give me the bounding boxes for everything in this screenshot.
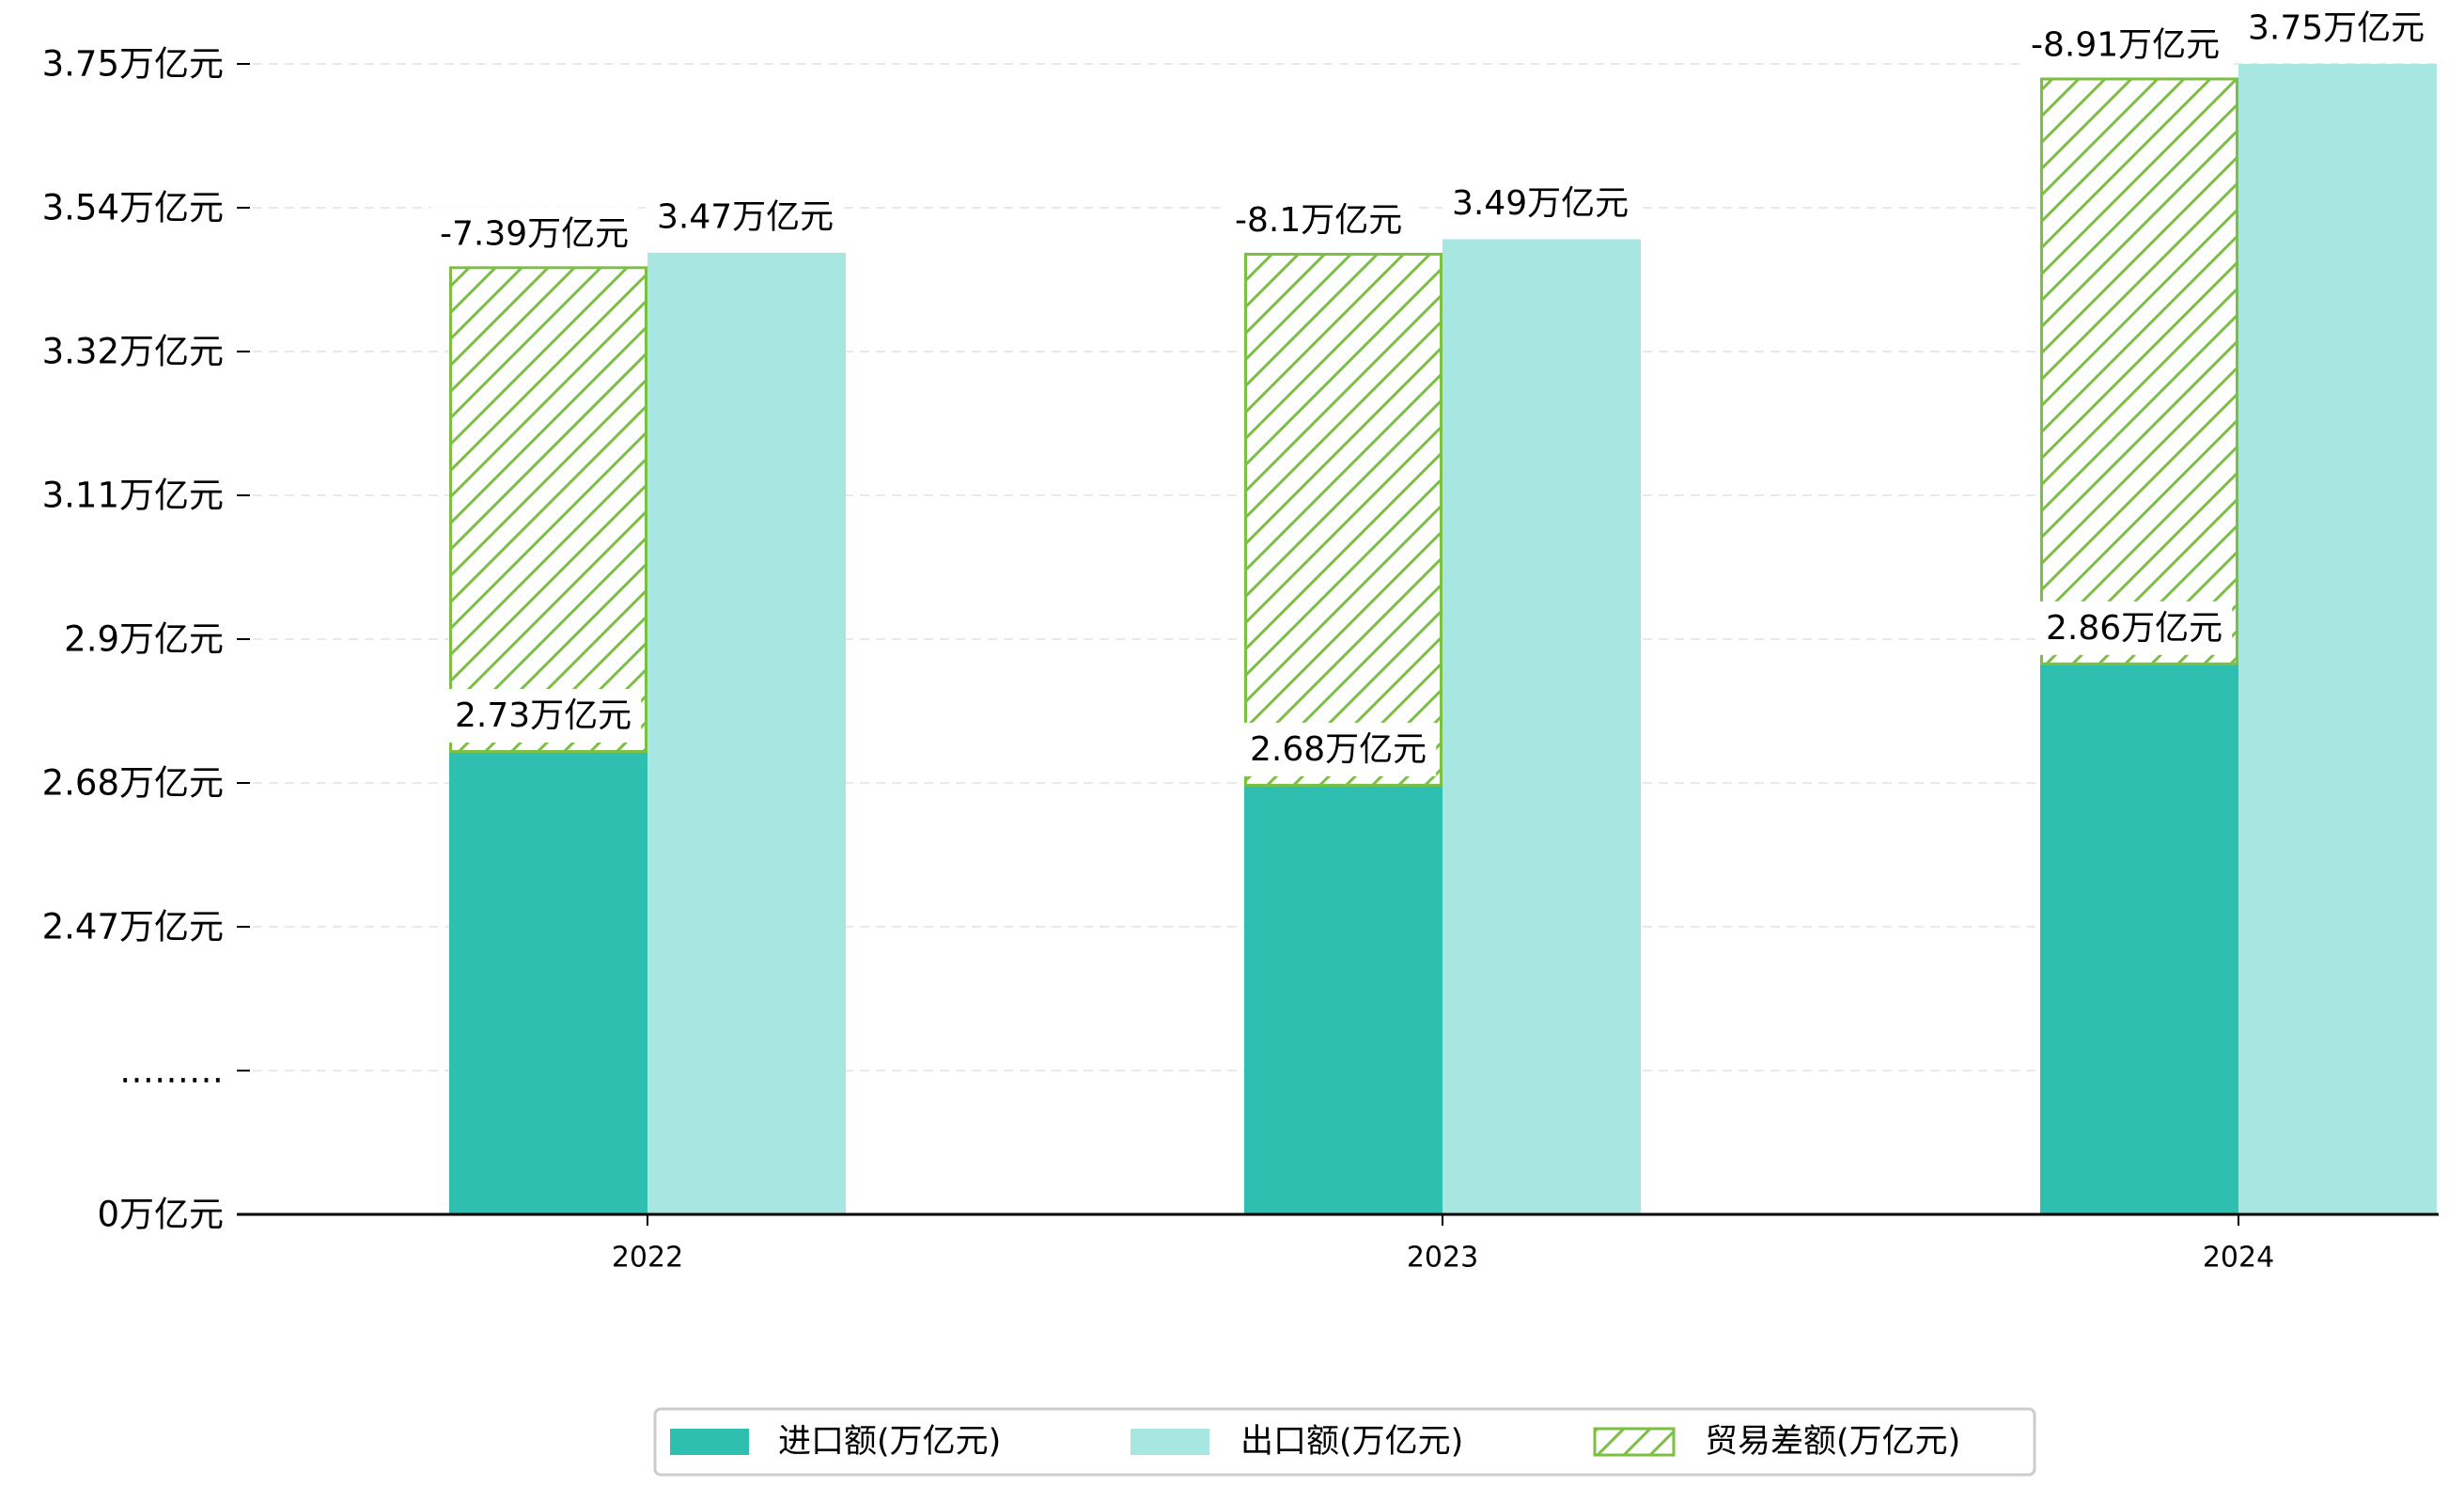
bars bbox=[449, 64, 2437, 1214]
y-tick-label: 2.9万亿元 bbox=[64, 619, 224, 660]
label-balance-2023: -8.1万亿元 bbox=[1235, 201, 1402, 240]
label-export-2024-bg bbox=[2238, 1, 2435, 55]
bar-import-2023 bbox=[1244, 785, 1443, 1214]
bar-export-2023 bbox=[1443, 239, 1641, 1214]
legend-label: 出口额(万亿元) bbox=[1240, 1423, 1463, 1461]
legend-item-1[interactable]: 出口额(万亿元) bbox=[1131, 1423, 1463, 1461]
legend-label: 进口额(万亿元) bbox=[778, 1423, 1001, 1461]
label-import-2022-bg bbox=[445, 689, 642, 743]
label-export-2023-bg bbox=[1443, 176, 1639, 230]
label-export-2023: 3.49万亿元 bbox=[1452, 184, 1629, 223]
label-export-2022-group: 3.47万亿元 bbox=[647, 190, 844, 244]
label-balance-2022: -7.39万亿元 bbox=[440, 214, 629, 253]
label-import-2022: 2.73万亿元 bbox=[455, 696, 632, 735]
label-import-2023: 2.68万亿元 bbox=[1250, 730, 1427, 769]
label-balance-2024: -8.91万亿元 bbox=[2031, 26, 2220, 65]
label-balance-2023-bg bbox=[1225, 193, 1412, 247]
y-tick-label: 3.75万亿元 bbox=[42, 44, 224, 85]
legend-label: 贸易差额(万亿元) bbox=[1705, 1423, 1960, 1461]
label-balance-2022-bg bbox=[430, 207, 639, 261]
label-export-2023-group: 3.49万亿元 bbox=[1443, 176, 1639, 230]
y-tick-label: 3.54万亿元 bbox=[42, 188, 224, 228]
legend[interactable]: 进口额(万亿元) 出口额(万亿元) 贸易差额(万亿元) bbox=[653, 1407, 2036, 1477]
axes: 0万亿元 ……… 2.47万亿元 2.68万亿元 2.9万亿元 3.11万亿元 3.32万亿… bbox=[42, 44, 2439, 1275]
label-import-2023-bg bbox=[1240, 722, 1437, 776]
y-tick-label: ……… bbox=[119, 1051, 224, 1091]
y-tick-label: 0万亿元 bbox=[97, 1195, 224, 1235]
label-balance-2023-group: -8.1万亿元 bbox=[1225, 193, 1412, 247]
label-export-2022-bg bbox=[647, 190, 844, 244]
label-import-2023-group: 2.68万亿元 bbox=[1240, 722, 1437, 776]
bar-balance-2024 bbox=[2040, 77, 2238, 665]
label-import-2024: 2.86万亿元 bbox=[2046, 609, 2222, 648]
y-tick-label: 3.11万亿元 bbox=[42, 476, 224, 516]
bar-import-2024 bbox=[2040, 664, 2238, 1214]
x-tick-label-2022: 2022 bbox=[612, 1242, 683, 1275]
y-tick-label: 2.68万亿元 bbox=[42, 763, 224, 804]
x-tick-label-2023: 2023 bbox=[1407, 1242, 1478, 1275]
y-tick-label: 2.47万亿元 bbox=[42, 907, 224, 947]
label-import-2024-group: 2.86万亿元 bbox=[2036, 601, 2233, 655]
label-balance-2024-bg bbox=[2021, 18, 2230, 72]
label-export-2024: 3.75万亿元 bbox=[2248, 9, 2425, 48]
bar-export-2024 bbox=[2238, 64, 2437, 1214]
bar-balance-2023 bbox=[1244, 252, 1443, 787]
legend-swatch bbox=[1593, 1427, 1676, 1457]
legend-item-0[interactable]: 进口额(万亿元) bbox=[670, 1423, 1001, 1461]
legend-box bbox=[653, 1407, 2036, 1477]
legend-item-2[interactable]: 贸易差额(万亿元) bbox=[1593, 1423, 1960, 1461]
label-balance-2022-group: -7.39万亿元 bbox=[430, 207, 639, 261]
label-import-2024-bg bbox=[2036, 601, 2233, 655]
legend-swatch bbox=[1131, 1429, 1209, 1455]
data-labels: 3.47万亿元 -7.39万亿元 2.73万亿元 3.49万亿元 -8.1万亿元 2.68… bbox=[430, 1, 2435, 776]
label-export-2022: 3.47万亿元 bbox=[657, 197, 834, 236]
label-export-2024-group: 3.75万亿元 bbox=[2238, 1, 2435, 55]
bar-export-2022 bbox=[647, 252, 846, 1214]
bar-balance-2022 bbox=[449, 266, 647, 754]
label-import-2022-group: 2.73万亿元 bbox=[445, 689, 642, 743]
label-balance-2024-group: -8.91万亿元 bbox=[2021, 18, 2230, 72]
x-tick-label-2024: 2024 bbox=[2203, 1242, 2274, 1275]
legend-swatch bbox=[670, 1429, 749, 1455]
y-tick-label: 3.32万亿元 bbox=[42, 332, 224, 372]
bar-import-2022 bbox=[449, 751, 647, 1214]
